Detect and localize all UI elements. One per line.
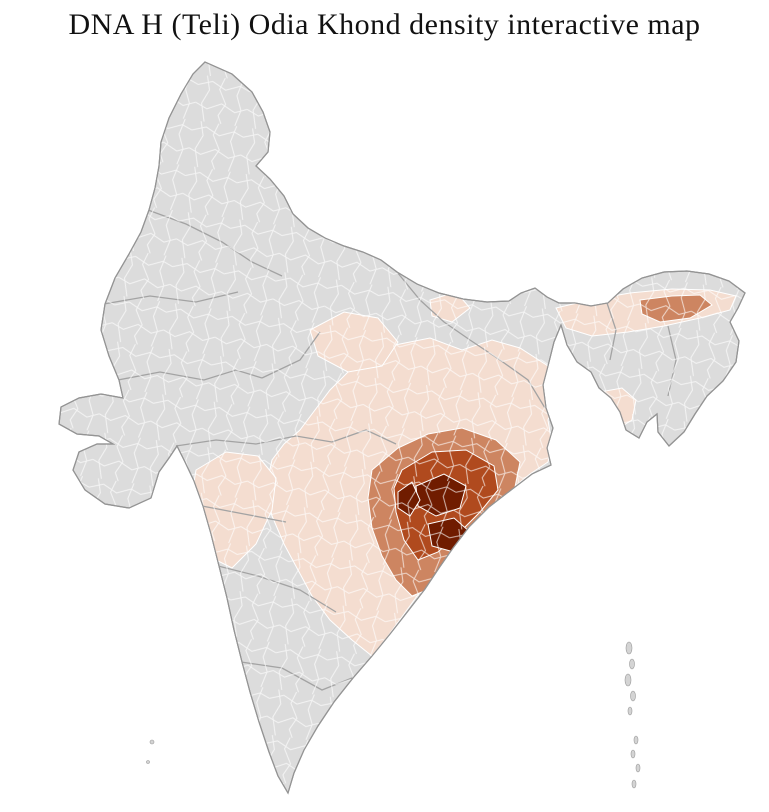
page-title: DNA H (Teli) Odia Khond density interact… <box>68 8 701 41</box>
andaman-nicobar-islands[interactable] <box>624 641 641 789</box>
india-outline <box>58 61 746 795</box>
district-boundaries-mesh <box>59 62 745 793</box>
lakshadweep-islands[interactable] <box>146 739 155 764</box>
district-region-no-data[interactable] <box>547 447 567 473</box>
